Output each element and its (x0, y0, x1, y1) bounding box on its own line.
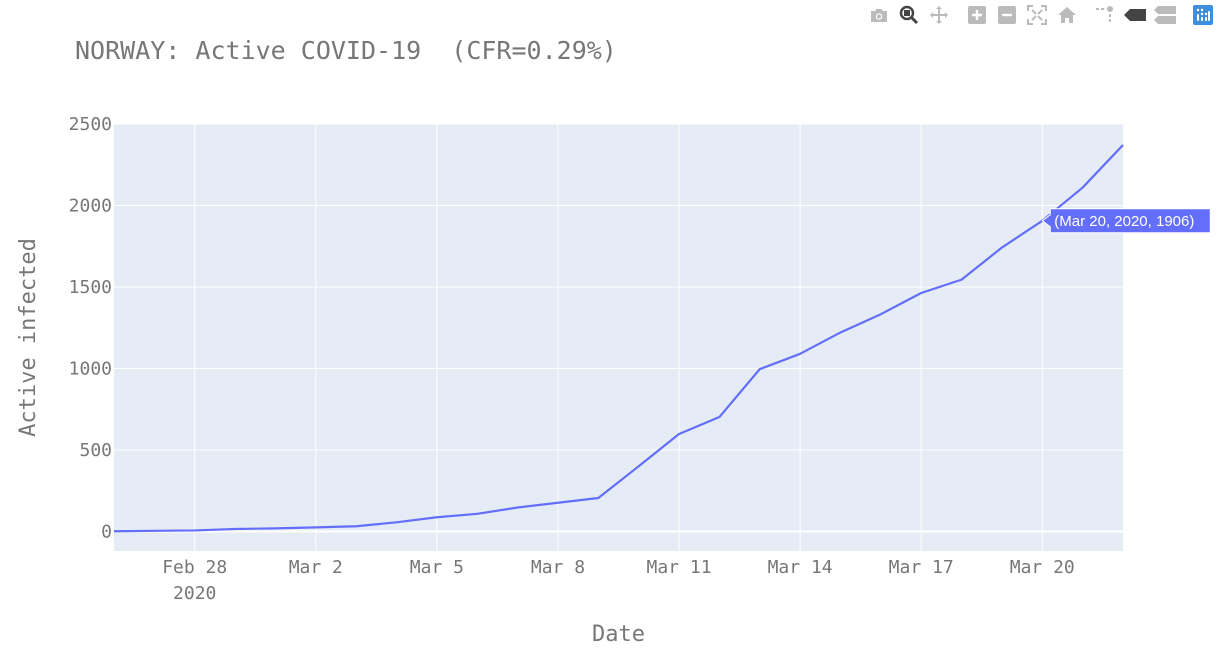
hover-tooltip-text: (Mar 20, 2020, 1906) (1054, 213, 1194, 230)
hover-compare-icon[interactable] (1154, 4, 1176, 26)
autoscale-icon[interactable] (1026, 4, 1048, 26)
x-tick-label: Mar 20 (1010, 557, 1075, 578)
chart-title: NORWAY: Active COVID-19 (CFR=0.29%) (75, 36, 617, 65)
series-line[interactable] (113, 144, 1124, 533)
x-tick-label: Mar 17 (889, 557, 954, 578)
y-tick-label: 500 (79, 440, 112, 461)
y-axis-label: Active infected (16, 238, 41, 437)
zoom-icon[interactable] (898, 4, 920, 26)
y-tick-label: 0 (101, 521, 112, 542)
pan-icon[interactable] (928, 4, 950, 26)
x-tick-label: Mar 2 (289, 557, 343, 578)
hover-closest-icon[interactable] (1124, 4, 1146, 26)
zoom-out-icon[interactable] (996, 4, 1018, 26)
spike-lines-icon[interactable] (1094, 4, 1116, 26)
x-tick-label: Mar 14 (768, 557, 833, 578)
camera-icon[interactable] (868, 4, 890, 26)
hover-tooltip (1041, 208, 1211, 234)
zoom-in-icon[interactable] (966, 4, 988, 26)
x-axis-ticks: Feb 28 2020 Mar 2 Mar 5 Mar 8 Mar 11 Mar 14 Mar… (162, 557, 1075, 604)
series-layer (113, 144, 1124, 533)
y-tick-label: 2500 (69, 114, 112, 135)
x-tick-sublabel: 2020 (173, 583, 216, 604)
y-tick-label: 1000 (69, 358, 112, 379)
x-tick-label: Mar 8 (531, 557, 585, 578)
y-tick-label: 1500 (69, 277, 112, 298)
plot-background (114, 124, 1123, 551)
x-tick-label: Feb 28 (162, 557, 227, 578)
x-tick-label: Mar 5 (410, 557, 464, 578)
modebar (860, 4, 1214, 26)
plotly-logo-icon[interactable] (1192, 4, 1214, 26)
hover-layer: (Mar 20, 2020, 1906) (1041, 208, 1211, 234)
gridlines (114, 123, 1123, 551)
y-axis-ticks: 0 500 1000 1500 2000 2500 (69, 114, 112, 542)
home-icon[interactable] (1056, 4, 1078, 26)
x-axis-label: Date (592, 622, 645, 647)
y-tick-label: 2000 (69, 195, 112, 216)
x-tick-label: Mar 11 (647, 557, 712, 578)
